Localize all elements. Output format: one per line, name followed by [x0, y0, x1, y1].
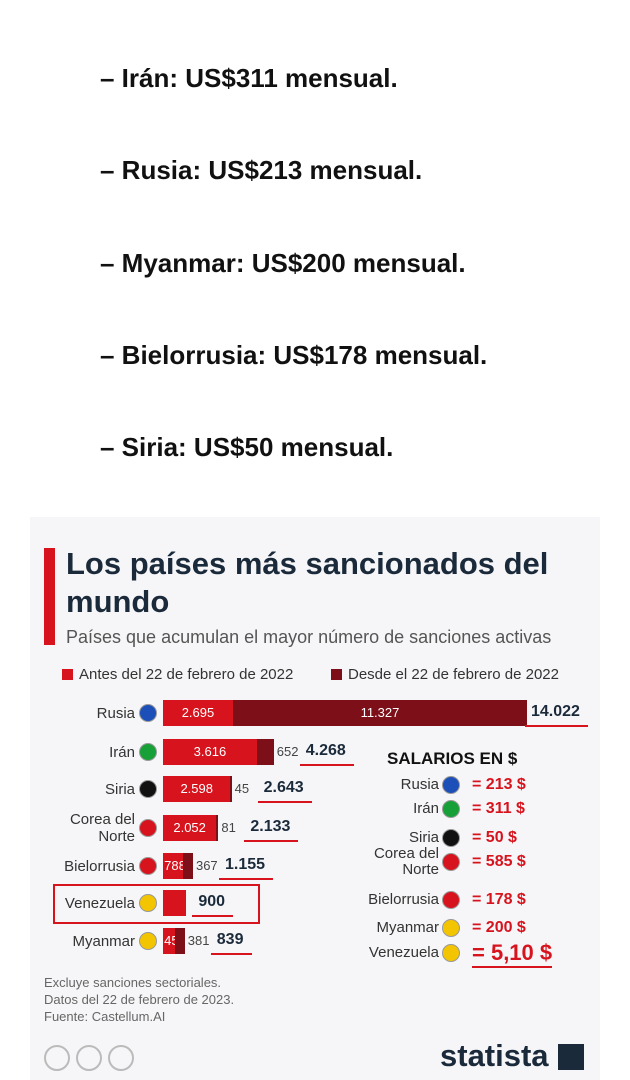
license-icons [44, 1045, 134, 1071]
total-label: 839 [216, 931, 244, 948]
legend-swatch [62, 669, 73, 680]
legend-label: Antes del 22 de febrero de 2022 [79, 666, 294, 683]
total-label: 2.133 [250, 818, 291, 835]
highlight-box [53, 884, 260, 924]
underline [525, 725, 588, 727]
underline [257, 801, 312, 803]
total-label: 14.022 [531, 703, 580, 720]
flag [139, 819, 157, 837]
bar-segment [174, 928, 185, 954]
bar-segment [163, 928, 175, 954]
salary-country: Bielorrusia [368, 891, 439, 908]
salary-amount: = 5,10 $ [472, 940, 553, 965]
underline [472, 966, 552, 968]
legend-label: Desde el 22 de febrero de 2022 [348, 666, 559, 683]
y-tick-label: Myanmar [72, 932, 135, 950]
total-label: 4.268 [305, 742, 346, 759]
bar-segment [230, 776, 232, 802]
flag [442, 944, 460, 962]
flag [139, 894, 157, 912]
total-label: 1.155 [224, 856, 266, 873]
underline [218, 878, 273, 880]
note: Datos del 22 de febrero de 2023. [44, 992, 235, 1007]
total-label: 900 [198, 893, 226, 910]
flag [442, 829, 460, 847]
bar-value-label: 81 [221, 820, 236, 835]
bar-value-label: 381 [187, 933, 210, 948]
salaries-title: SALARIOS EN $ [387, 749, 518, 768]
note: Fuente: Castellum.AI [44, 1009, 166, 1024]
y-tick-label: Siria [104, 780, 135, 798]
salary-amount: = 200 $ [472, 919, 526, 936]
bar-value-label: 11.327 [360, 705, 400, 720]
bar-segment [163, 739, 257, 765]
bar-segment [256, 739, 274, 765]
bar-value-label: 2.695 [181, 705, 215, 720]
bar-segment [163, 776, 231, 802]
flag [139, 704, 157, 722]
y-tick-label: Venezuela [64, 894, 135, 912]
y-tick-label: Irán [109, 743, 135, 761]
bar-segment [232, 700, 527, 726]
flag [139, 857, 157, 875]
salary-amount: = 178 $ [472, 891, 526, 908]
total-label: 2.643 [263, 779, 304, 796]
flag [442, 800, 460, 818]
underline [299, 764, 354, 766]
flag [139, 932, 157, 950]
bar-value-label: 2.052 [173, 820, 206, 835]
salary-country: Venezuela [368, 944, 439, 961]
flag [442, 891, 460, 909]
salary-amount: = 311 $ [472, 800, 525, 817]
bar-segment [163, 700, 233, 726]
list-item: – Siria: US$50 mensual. [100, 432, 394, 462]
salary-country: Myanmar [376, 919, 439, 936]
legend-swatch [331, 669, 342, 680]
brand-icon [558, 1044, 584, 1070]
salary-amount: = 50 $ [472, 829, 517, 846]
bar-segment [163, 853, 184, 879]
bar-value-label: 652 [276, 744, 299, 759]
salary-country: Siria [408, 829, 439, 846]
flag [442, 853, 460, 871]
bar-value-label: 367 [195, 858, 218, 873]
chart-subtitle: Países que acumulan el mayor número de s… [66, 627, 552, 647]
y-tick-label: Rusia [96, 704, 135, 722]
accent-bar [44, 548, 55, 645]
list-item: – Rusia: US$213 mensual. [100, 155, 423, 185]
salary-country: Corea del Norte [373, 845, 439, 878]
infographic-card [30, 517, 600, 1080]
bar-total [163, 890, 187, 916]
bar-segment [216, 815, 219, 841]
list-item: – Irán: US$311 mensual. [100, 63, 398, 93]
brand: statista [440, 1038, 549, 1073]
bar-value-label: 2.598 [180, 781, 213, 796]
salary-country: Irán [413, 800, 439, 817]
list-item: – Myanmar: US$200 mensual. [100, 248, 466, 278]
underline [192, 915, 234, 917]
salary-amount: = 585 $ [472, 853, 526, 870]
underline [210, 953, 252, 955]
bar-value-label: 45 [234, 781, 250, 796]
y-tick-label: Corea del Norte [69, 811, 135, 845]
list-item: – Bielorrusia: US$178 mensual. [100, 340, 488, 370]
flag [442, 776, 460, 794]
bar-segment [163, 815, 217, 841]
y-tick-label: Bielorrusia [64, 857, 135, 875]
bar-value-label: 3.616 [193, 744, 227, 759]
flag [442, 919, 460, 937]
bar-value-label: 788 [164, 858, 186, 873]
chart-title: Los países más sancionados del mundo [66, 546, 549, 619]
underline [244, 840, 299, 842]
flag [139, 743, 157, 761]
bar-segment [183, 853, 193, 879]
note: Excluye sanciones sectoriales. [44, 975, 222, 990]
flag [139, 780, 157, 798]
salary-amount: = 213 $ [472, 776, 526, 793]
salary-country: Rusia [400, 776, 439, 793]
